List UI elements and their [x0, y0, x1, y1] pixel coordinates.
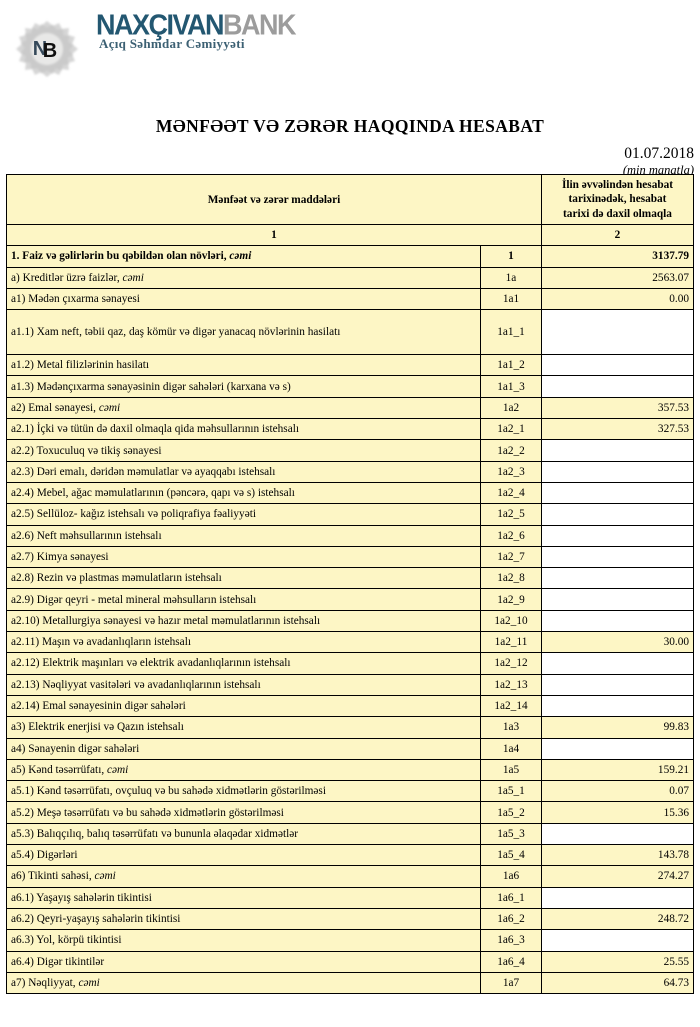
svg-text:B: B [43, 40, 57, 62]
